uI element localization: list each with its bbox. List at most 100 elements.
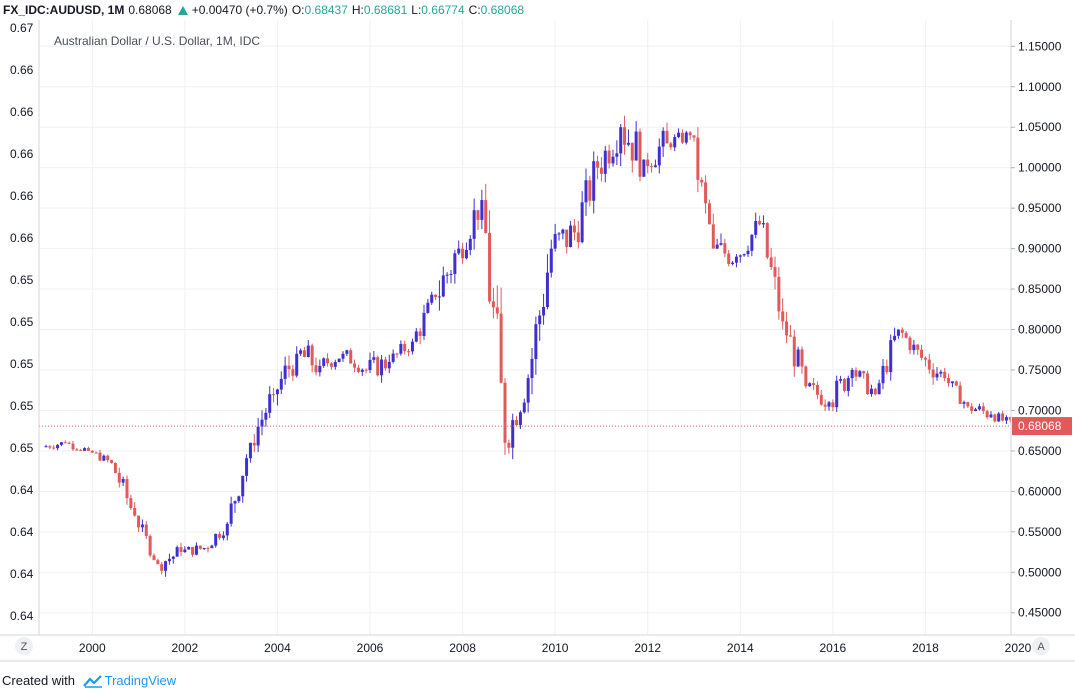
- candle-body: [59, 442, 63, 445]
- candle-body: [256, 426, 260, 446]
- candle-body: [989, 414, 993, 418]
- candle-body: [615, 153, 619, 157]
- candle-body: [673, 137, 677, 148]
- chart-title: Australian Dollar / U.S. Dollar, 1M, IDC: [54, 34, 260, 48]
- left-y-tick-label: 0.67: [10, 21, 34, 35]
- x-tick-label: 2018: [912, 641, 939, 655]
- symbol-label[interactable]: FX_IDC:AUDUSD, 1M: [3, 3, 125, 17]
- left-y-tick-label: 0.65: [10, 441, 34, 455]
- candle-body: [997, 413, 1001, 422]
- y-tick-label: 0.75000: [1018, 363, 1062, 377]
- candle-body: [580, 202, 584, 243]
- candle-body: [183, 549, 187, 553]
- x-tick-label: 2002: [172, 641, 199, 655]
- candle-body: [765, 223, 769, 258]
- candle-body: [758, 221, 762, 225]
- candle-body: [453, 253, 457, 274]
- candle-body: [896, 329, 900, 336]
- candle-body: [769, 257, 773, 268]
- candle-body: [1001, 413, 1005, 421]
- candle-body: [761, 223, 765, 225]
- candle-body: [302, 350, 306, 357]
- candle-body: [237, 496, 241, 502]
- x-tick-label: 2012: [634, 641, 661, 655]
- candle-body: [711, 224, 715, 249]
- candle-body: [194, 545, 198, 555]
- footer-credit[interactable]: Created with TradingView: [2, 671, 176, 691]
- candle-body: [977, 406, 981, 410]
- left-y-tick-label: 0.66: [10, 105, 34, 119]
- candle-body: [306, 345, 310, 357]
- candle-body: [488, 232, 492, 302]
- x-tick-label: 2006: [357, 641, 384, 655]
- candle-body: [491, 301, 495, 308]
- left-y-tick-label: 0.64: [10, 567, 34, 581]
- candle-body: [414, 331, 418, 342]
- candle-body: [299, 350, 303, 354]
- candle-body: [993, 414, 997, 422]
- candle-body: [121, 479, 125, 483]
- candle-body: [522, 402, 526, 413]
- candle-body: [264, 412, 268, 420]
- scale-z-label: Z: [21, 641, 28, 653]
- candle-body: [923, 357, 927, 360]
- candle-body: [908, 337, 912, 351]
- candles[interactable]: [44, 115, 1016, 577]
- candle-body: [684, 132, 688, 143]
- candle-body: [191, 546, 195, 555]
- candle-body: [518, 412, 522, 425]
- candle-body: [407, 351, 411, 353]
- axes: 1.15000 1.10000 1.05000 1.00000 0.95000 0.900…: [0, 20, 1075, 662]
- candle-body: [75, 449, 79, 451]
- candle-body: [534, 324, 538, 359]
- x-tick-label: 2014: [727, 641, 754, 655]
- open-value: 0.68437: [304, 3, 348, 17]
- candle-body: [160, 564, 164, 571]
- candle-body: [268, 394, 272, 413]
- candle-body: [260, 419, 264, 427]
- candle-body: [831, 402, 835, 408]
- candle-body: [561, 229, 565, 234]
- candle-body: [954, 381, 958, 386]
- candle-body: [877, 383, 881, 395]
- candle-body: [457, 248, 461, 254]
- candle-body: [426, 302, 430, 313]
- candle-body: [233, 501, 237, 504]
- candle-body: [572, 225, 576, 233]
- candle-body: [341, 353, 345, 359]
- candle-body: [700, 179, 704, 183]
- candle-body: [202, 548, 206, 550]
- left-y-tick-label: 0.65: [10, 399, 34, 413]
- candle-body: [808, 383, 812, 387]
- x-tick-label: 2004: [264, 641, 291, 655]
- candle-body: [638, 131, 642, 177]
- left-y-tick-label: 0.66: [10, 147, 34, 161]
- candle-body: [835, 380, 839, 408]
- candle-body: [866, 373, 870, 395]
- left-y-tick-label: 0.65: [10, 357, 34, 371]
- left-y-tick-label: 0.66: [10, 189, 34, 203]
- candle-body: [329, 363, 333, 367]
- candle-body: [295, 353, 299, 376]
- candle-body: [322, 358, 326, 366]
- candle-body: [734, 256, 738, 263]
- candle-body: [785, 321, 789, 336]
- candle-body: [623, 127, 627, 145]
- candle-body: [140, 524, 144, 528]
- candle-body: [395, 353, 399, 355]
- candle-body: [391, 353, 395, 362]
- candle-body: [947, 378, 951, 384]
- candle-body: [607, 150, 611, 164]
- candle-body: [198, 545, 202, 549]
- candle-body: [283, 365, 287, 379]
- candle-body: [549, 248, 553, 273]
- candle-body: [943, 371, 947, 379]
- candle-body: [966, 402, 970, 407]
- candle-body: [71, 443, 75, 450]
- candle-body: [376, 357, 380, 376]
- candle-body: [557, 233, 561, 235]
- candle-body: [418, 331, 422, 336]
- y-tick-label: 0.90000: [1018, 242, 1062, 256]
- candle-body: [584, 180, 588, 203]
